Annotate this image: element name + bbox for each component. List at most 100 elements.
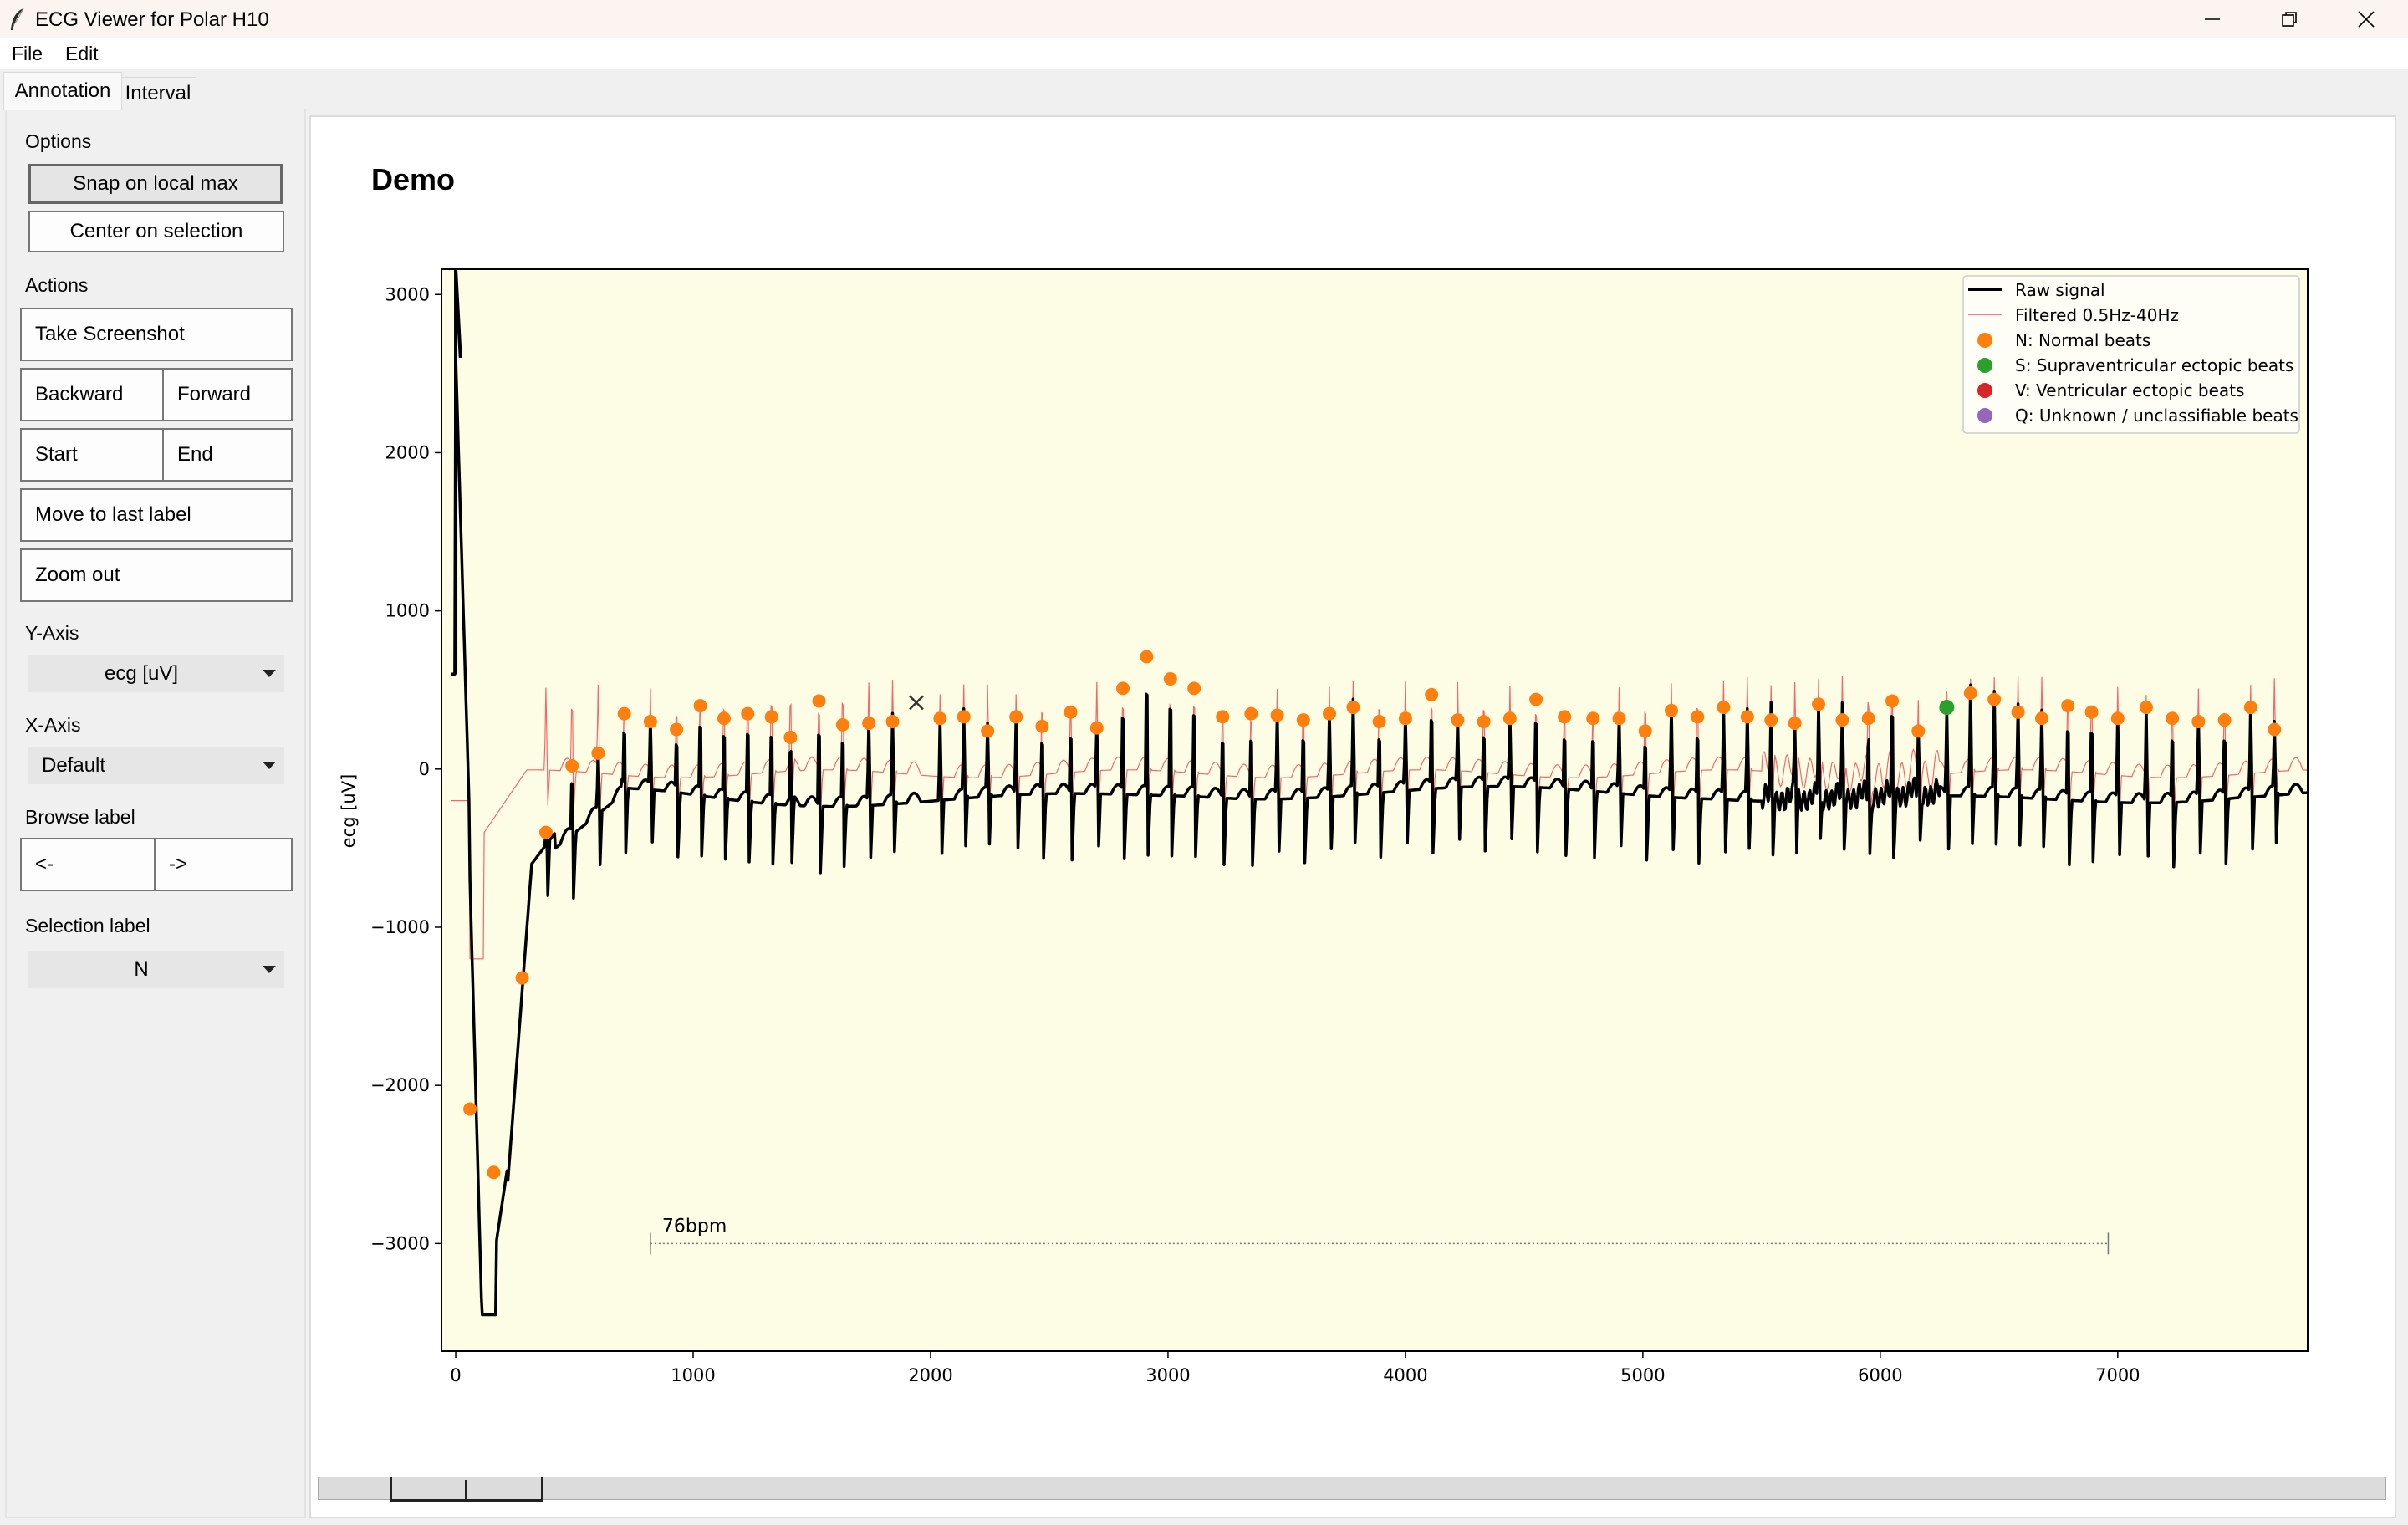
minimize-button[interactable] xyxy=(2174,0,2251,38)
x-tick-label: 2000 xyxy=(908,1365,952,1385)
horizontal-scrollbar[interactable] xyxy=(318,1477,2386,1500)
normal-beat-marker xyxy=(1812,697,1826,711)
legend-entry-label: V: Ventricular ectopic beats xyxy=(2015,380,2244,400)
normal-beat-marker xyxy=(1187,681,1201,696)
normal-beat-marker xyxy=(538,825,553,839)
x-tick-label: 6000 xyxy=(1858,1365,1902,1385)
take-screenshot-button[interactable]: Take Screenshot xyxy=(20,308,293,361)
normal-beat-marker xyxy=(957,710,971,724)
normal-beat-marker xyxy=(1586,711,1600,726)
x-tick-label: 7000 xyxy=(2095,1365,2140,1385)
y-tick-label: −3000 xyxy=(370,1233,430,1253)
normal-beat-marker xyxy=(1612,711,1626,726)
selected-beat-marker xyxy=(909,695,924,711)
selection-label-label: Selection label xyxy=(25,915,150,936)
y-axis-select[interactable]: ecg [uV] xyxy=(28,655,284,692)
browse-label-label: Browse label xyxy=(25,806,135,828)
legend-entry-label: S: Supraventricular ectopic beats xyxy=(2015,355,2293,375)
normal-beat-marker xyxy=(1089,721,1104,735)
normal-beat-marker xyxy=(933,711,947,726)
tab-bar: Annotation Interval xyxy=(0,72,2408,110)
normal-beat-marker xyxy=(885,715,900,729)
y-axis-title: ecg [uV] xyxy=(339,774,359,849)
normal-beat-marker xyxy=(1963,686,1977,701)
normal-beat-marker xyxy=(1035,719,1049,733)
chevron-down-icon xyxy=(263,762,276,769)
snap-local-max-button[interactable]: Snap on local max xyxy=(28,164,283,204)
x-axis-select-value: Default xyxy=(42,754,106,777)
options-label: Options xyxy=(25,130,92,152)
normal-beat-marker xyxy=(1691,710,1705,724)
actions-label: Actions xyxy=(25,274,89,296)
normal-beat-marker xyxy=(2268,722,2282,737)
normal-beat-marker xyxy=(1788,716,1802,730)
raw-signal-line xyxy=(450,356,2308,1317)
browse-next-button[interactable]: -> xyxy=(154,838,293,891)
menu-bar: File Edit xyxy=(0,38,2408,69)
normal-beat-marker xyxy=(1216,710,1230,724)
window-title: ECG Viewer for Polar H10 xyxy=(35,8,269,31)
normal-beat-marker xyxy=(2110,711,2125,726)
scrollbar-thumb[interactable] xyxy=(390,1477,543,1502)
chevron-down-icon xyxy=(263,670,276,677)
selection-label-select[interactable]: N xyxy=(28,951,284,988)
legend-dot-swatch xyxy=(1977,383,1992,398)
x-tick-label: 4000 xyxy=(1383,1365,1427,1385)
normal-beat-marker xyxy=(2011,705,2025,719)
browse-prev-button[interactable]: <- xyxy=(20,838,156,891)
normal-beat-marker xyxy=(515,971,529,985)
normal-beat-marker xyxy=(1477,715,1491,729)
backward-button[interactable]: Backward xyxy=(20,368,164,421)
selection-label-value: N xyxy=(134,958,149,981)
normal-beat-marker xyxy=(1558,710,1572,724)
move-to-last-label-button[interactable]: Move to last label xyxy=(20,488,293,542)
normal-beat-marker xyxy=(717,711,731,726)
normal-beat-marker xyxy=(981,724,995,738)
end-button[interactable]: End xyxy=(162,428,293,482)
normal-beat-marker xyxy=(1885,694,1900,708)
zoom-out-button[interactable]: Zoom out xyxy=(20,548,293,602)
normal-beat-marker xyxy=(1296,713,1310,727)
normal-beat-marker xyxy=(1425,687,1439,701)
y-axis-label: Y-Axis xyxy=(25,622,79,644)
tab-interval[interactable]: Interval xyxy=(120,77,196,110)
normal-beat-marker xyxy=(2243,701,2258,715)
normal-beat-marker xyxy=(1140,650,1154,664)
y-tick-label: −1000 xyxy=(370,917,430,937)
scrollbar-grip xyxy=(465,1480,467,1500)
normal-beat-marker xyxy=(1529,692,1543,706)
normal-beat-marker xyxy=(2217,713,2232,727)
center-selection-button[interactable]: Center on selection xyxy=(28,211,284,252)
menu-file[interactable]: File xyxy=(12,43,43,64)
normal-beat-marker xyxy=(1064,705,1078,719)
y-tick-label: 0 xyxy=(419,759,430,779)
menu-edit[interactable]: Edit xyxy=(65,43,99,64)
normal-beat-marker xyxy=(693,699,707,713)
x-tick-label: 3000 xyxy=(1145,1365,1190,1385)
normal-beat-marker xyxy=(2061,699,2075,713)
plot-frame-border xyxy=(441,268,2309,1352)
y-tick-label: −2000 xyxy=(370,1075,430,1095)
sidebar-panel xyxy=(5,109,306,1518)
normal-beat-marker xyxy=(764,710,778,724)
restore-icon xyxy=(2282,12,2297,27)
forward-button[interactable]: Forward xyxy=(162,368,293,421)
legend-dot-swatch xyxy=(1977,358,1992,373)
normal-beat-marker xyxy=(2034,711,2048,726)
normal-beat-marker xyxy=(1346,701,1360,715)
normal-beat-marker xyxy=(487,1165,501,1180)
y-tick-label: 3000 xyxy=(385,284,430,304)
tab-annotation[interactable]: Annotation xyxy=(3,72,122,110)
bpm-label: 76bpm xyxy=(662,1216,727,1237)
chevron-down-icon xyxy=(263,966,276,973)
restore-button[interactable] xyxy=(2251,0,2328,38)
normal-beat-marker xyxy=(862,716,876,730)
minimize-icon xyxy=(2205,18,2220,20)
normal-beat-marker xyxy=(783,730,798,744)
start-button[interactable]: Start xyxy=(20,428,164,482)
x-axis-select[interactable]: Default xyxy=(28,747,284,784)
legend-entry-label: N: Normal beats xyxy=(2015,330,2150,350)
close-button[interactable] xyxy=(2328,0,2405,38)
normal-beat-marker xyxy=(741,706,755,721)
